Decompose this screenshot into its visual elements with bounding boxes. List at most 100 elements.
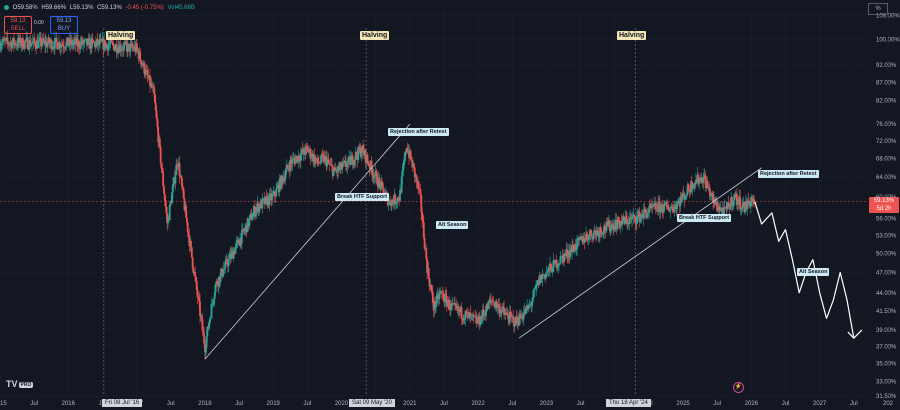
candle-body xyxy=(171,191,174,204)
candle-body xyxy=(579,237,582,238)
candle-body xyxy=(617,217,620,223)
candle-body xyxy=(284,174,287,181)
candle-body xyxy=(546,269,549,273)
candle-body xyxy=(500,310,503,314)
candle-body xyxy=(199,301,201,317)
candle-body xyxy=(232,250,235,259)
candle-body xyxy=(150,83,153,88)
candle-body xyxy=(639,216,642,222)
candle-body xyxy=(502,306,505,309)
candle-body xyxy=(235,240,238,244)
candle-body xyxy=(14,42,17,46)
y-tick-label: 39.00% xyxy=(876,328,897,334)
candle-body xyxy=(610,224,613,229)
candle-body xyxy=(40,44,43,47)
candle-body xyxy=(687,184,690,191)
candle-body xyxy=(8,43,11,45)
candle-body xyxy=(602,232,605,235)
candle-body xyxy=(287,167,290,169)
candle-body xyxy=(507,314,510,320)
candle-body xyxy=(55,37,58,43)
candle-body xyxy=(708,188,711,197)
y-tick-label: 33.00% xyxy=(876,380,897,386)
candle-body xyxy=(164,200,167,207)
y-tick-label: 76.00% xyxy=(876,122,897,128)
candle-body xyxy=(123,43,126,45)
candle-body xyxy=(84,39,87,40)
candle-body xyxy=(401,170,404,177)
candle-body xyxy=(480,315,483,324)
candle-body xyxy=(575,249,578,250)
x-tick-label: 2021 xyxy=(403,401,417,407)
x-tick-label: Jul xyxy=(782,401,790,407)
candle-body xyxy=(360,153,363,157)
candle-body xyxy=(280,175,283,189)
candle-body xyxy=(353,159,356,165)
candle-body xyxy=(6,37,9,42)
candle-body xyxy=(276,187,278,189)
candle-body xyxy=(381,181,383,184)
candle-body xyxy=(485,311,487,316)
candle-body xyxy=(152,86,155,87)
candle-body xyxy=(438,294,441,300)
candle-body xyxy=(535,284,538,286)
candle-body xyxy=(448,299,451,310)
candle-body xyxy=(185,217,188,223)
candle-body xyxy=(753,199,756,204)
candle-body xyxy=(517,317,519,324)
halving-label-1: Halving xyxy=(106,31,136,40)
candle-body xyxy=(196,289,199,298)
candle-body xyxy=(631,217,633,220)
candle-body xyxy=(116,51,119,53)
candle-body xyxy=(454,303,456,304)
ohlc-legend: O59.58% H59.66% L59.13% C59.13% -0.45 (-… xyxy=(4,5,197,11)
candle-body xyxy=(341,162,344,168)
candle-body xyxy=(494,305,496,307)
candle-body xyxy=(699,177,701,182)
candle-body xyxy=(549,263,552,267)
candle-body xyxy=(493,302,496,307)
candle-body xyxy=(200,315,203,320)
candle-body xyxy=(522,318,524,320)
candle-body xyxy=(489,299,492,303)
candle-body xyxy=(206,326,209,337)
candle-body xyxy=(214,284,217,293)
sell-button[interactable]: 59.13 SELL xyxy=(4,16,32,34)
candle-body xyxy=(160,163,163,169)
lightning-icon[interactable]: ⚡ xyxy=(733,382,744,393)
candle-body xyxy=(307,147,310,153)
buy-button[interactable]: 59.13 BUY xyxy=(50,16,78,34)
candle-body xyxy=(31,41,34,44)
candle-body xyxy=(163,185,165,194)
candle-body xyxy=(531,297,534,302)
candle-body xyxy=(211,303,214,305)
candle-body xyxy=(626,218,628,225)
candle-body xyxy=(219,273,222,283)
projection-arrowhead xyxy=(847,329,863,339)
candle-body xyxy=(224,260,227,268)
candle-body xyxy=(323,155,326,162)
candle-body xyxy=(72,41,75,44)
candle-body xyxy=(112,42,115,46)
candle-body xyxy=(454,303,457,306)
candle-body xyxy=(191,257,194,268)
candle-body xyxy=(265,196,268,197)
candle-body xyxy=(445,296,448,307)
candle-body xyxy=(491,300,494,302)
candle-body xyxy=(120,49,123,51)
candle-body xyxy=(657,201,660,212)
candle-body xyxy=(54,38,56,49)
x-tick-label: 2022 xyxy=(471,401,485,407)
candle-body xyxy=(746,200,749,210)
candle-body xyxy=(149,75,151,87)
trend-line xyxy=(204,123,411,360)
y-tick-label: 47.00% xyxy=(876,270,897,276)
candle-body xyxy=(230,252,233,260)
percent-scale-button[interactable]: % xyxy=(868,3,888,15)
candle-body xyxy=(518,313,521,325)
live-dot-icon xyxy=(4,5,9,10)
candle-body xyxy=(291,158,294,165)
y-tick-label: 92.00% xyxy=(876,63,897,69)
